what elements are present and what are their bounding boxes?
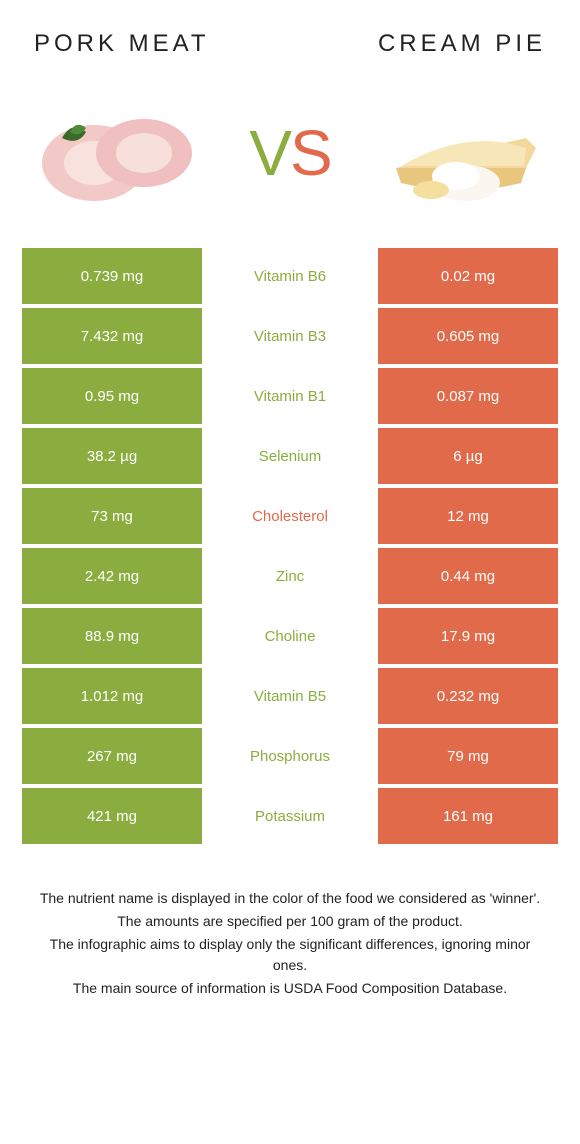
left-value: 421 mg xyxy=(22,788,202,844)
nutrient-name: Vitamin B1 xyxy=(202,368,378,424)
vs-s: S xyxy=(290,117,331,189)
infographic-container: PORK MEAT CREAM PIE VS xyxy=(0,0,580,1021)
nutrient-row: 267 mgPhosphorus79 mg xyxy=(22,728,558,784)
nutrient-name: Choline xyxy=(202,608,378,664)
right-value: 0.232 mg xyxy=(378,668,558,724)
nutrient-row: 7.432 mgVitamin B30.605 mg xyxy=(22,308,558,364)
note-line: The main source of information is USDA F… xyxy=(34,978,546,999)
nutrient-name: Phosphorus xyxy=(202,728,378,784)
left-value: 267 mg xyxy=(22,728,202,784)
right-value: 0.605 mg xyxy=(378,308,558,364)
note-line: The amounts are specified per 100 gram o… xyxy=(34,911,546,932)
vs-v: V xyxy=(249,117,290,189)
pork-meat-image xyxy=(34,98,204,208)
footer-notes: The nutrient name is displayed in the co… xyxy=(10,848,570,999)
left-value: 7.432 mg xyxy=(22,308,202,364)
cream-pie-image xyxy=(376,98,546,208)
nutrient-name: Selenium xyxy=(202,428,378,484)
nutrient-row: 421 mgPotassium161 mg xyxy=(22,788,558,844)
left-value: 2.42 mg xyxy=(22,548,202,604)
nutrient-row: 73 mgCholesterol12 mg xyxy=(22,488,558,544)
note-line: The nutrient name is displayed in the co… xyxy=(34,888,546,909)
image-row: VS xyxy=(10,68,570,248)
right-value: 0.02 mg xyxy=(378,248,558,304)
nutrient-row: 0.739 mgVitamin B60.02 mg xyxy=(22,248,558,304)
left-value: 1.012 mg xyxy=(22,668,202,724)
title-row: PORK MEAT CREAM PIE xyxy=(10,30,570,68)
right-value: 161 mg xyxy=(378,788,558,844)
left-value: 88.9 mg xyxy=(22,608,202,664)
nutrient-name: Potassium xyxy=(202,788,378,844)
nutrient-row: 88.9 mgCholine17.9 mg xyxy=(22,608,558,664)
nutrient-name: Cholesterol xyxy=(202,488,378,544)
left-value: 73 mg xyxy=(22,488,202,544)
nutrient-row: 38.2 µgSelenium6 µg xyxy=(22,428,558,484)
right-value: 12 mg xyxy=(378,488,558,544)
right-value: 0.087 mg xyxy=(378,368,558,424)
right-value: 6 µg xyxy=(378,428,558,484)
nutrient-row: 2.42 mgZinc0.44 mg xyxy=(22,548,558,604)
nutrient-row: 1.012 mgVitamin B50.232 mg xyxy=(22,668,558,724)
nutrient-name: Vitamin B6 xyxy=(202,248,378,304)
right-value: 0.44 mg xyxy=(378,548,558,604)
nutrient-name: Zinc xyxy=(202,548,378,604)
left-value: 0.95 mg xyxy=(22,368,202,424)
vs-label: VS xyxy=(249,116,330,190)
right-value: 17.9 mg xyxy=(378,608,558,664)
left-value: 0.739 mg xyxy=(22,248,202,304)
nutrient-table: 0.739 mgVitamin B60.02 mg7.432 mgVitamin… xyxy=(10,248,570,844)
note-line: The infographic aims to display only the… xyxy=(34,934,546,976)
right-value: 79 mg xyxy=(378,728,558,784)
nutrient-row: 0.95 mgVitamin B10.087 mg xyxy=(22,368,558,424)
nutrient-name: Vitamin B3 xyxy=(202,308,378,364)
left-value: 38.2 µg xyxy=(22,428,202,484)
right-food-title: CREAM PIE xyxy=(378,30,546,58)
nutrient-name: Vitamin B5 xyxy=(202,668,378,724)
left-food-title: PORK MEAT xyxy=(34,30,210,58)
